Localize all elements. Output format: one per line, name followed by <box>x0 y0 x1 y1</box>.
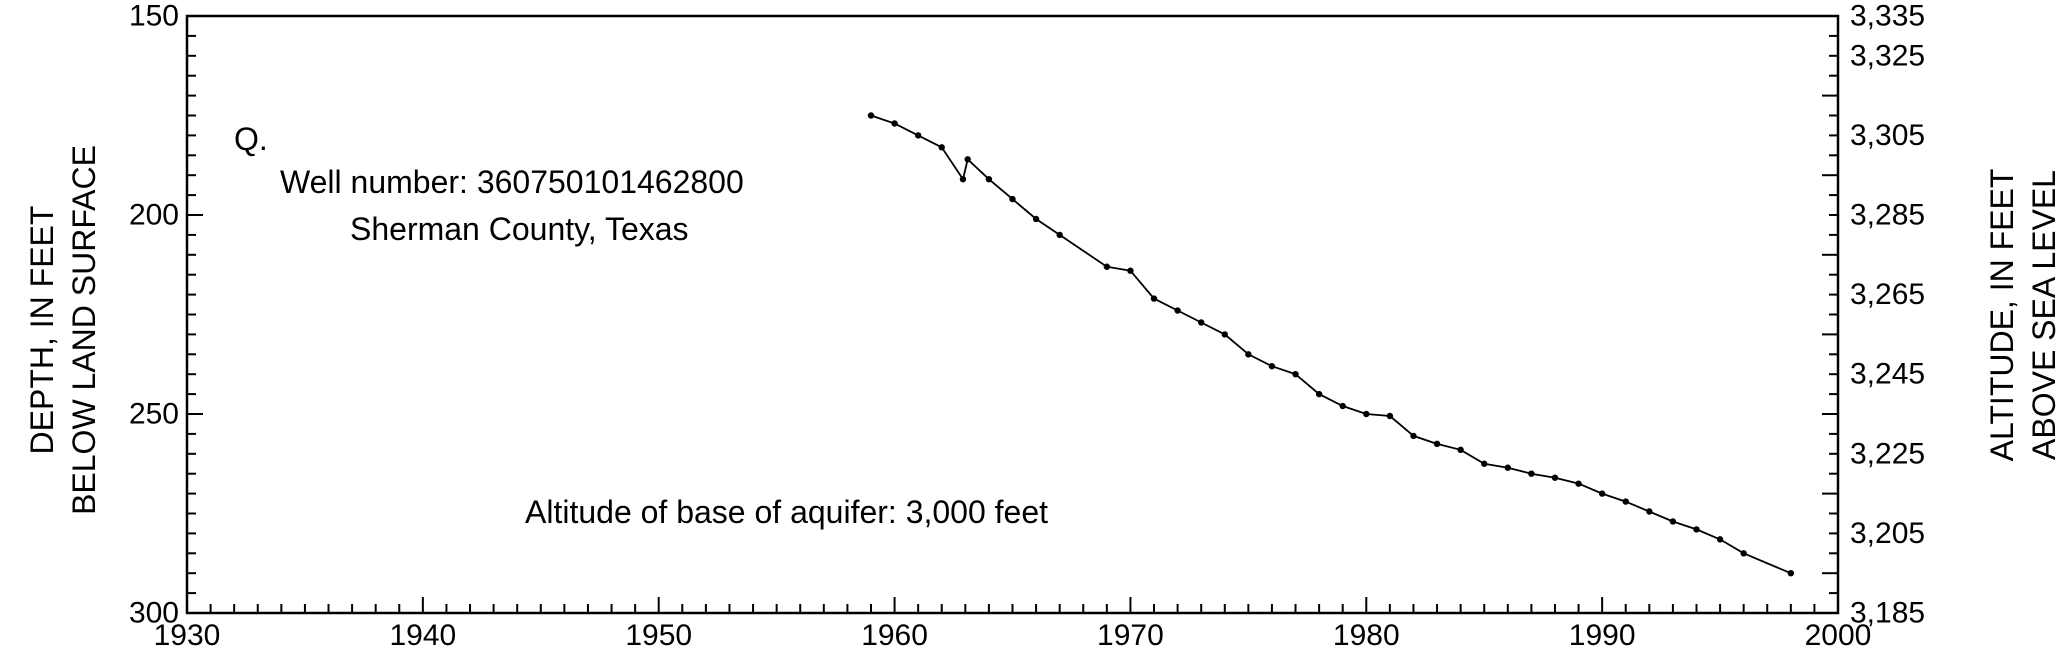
data-point <box>1646 508 1653 515</box>
x-axis-ticks: 1930 1940 1950 1960 1970 1980 1990 2000 <box>154 597 1872 652</box>
data-point <box>1504 464 1512 471</box>
x-tick-label: 1960 <box>861 619 928 652</box>
data-point <box>1457 446 1464 454</box>
data-point <box>1103 263 1111 270</box>
data-point <box>1245 351 1252 358</box>
x-tick-label: 1930 <box>154 619 221 652</box>
data-point <box>1221 331 1228 338</box>
data-point <box>1150 295 1158 302</box>
data-point <box>1716 536 1724 543</box>
panel-label: Q. <box>234 121 268 157</box>
y-right-tick-label: 3,245 <box>1850 358 1925 391</box>
well-number-annotation: Well number: 360750101462800 <box>280 164 744 200</box>
data-point <box>1575 480 1582 487</box>
y-left-axis-title-line2: BELOW LAND SURFACE <box>66 145 102 515</box>
x-tick-label: 1950 <box>625 619 692 652</box>
data-point <box>1740 550 1747 557</box>
data-point <box>1127 267 1134 274</box>
data-point <box>964 156 971 163</box>
x-tick-label: 1940 <box>389 619 456 652</box>
data-point <box>1433 440 1441 448</box>
y-right-tick-label: 3,225 <box>1850 437 1925 470</box>
data-point <box>1386 412 1394 420</box>
series-group <box>867 112 1795 577</box>
y-right-tick-label: 3,325 <box>1850 39 1925 72</box>
data-point <box>1551 474 1559 481</box>
x-tick-label: 1970 <box>1097 619 1164 652</box>
data-point <box>891 120 898 127</box>
data-point <box>938 144 945 151</box>
y-left-tick-label: 150 <box>129 0 179 33</box>
aquifer-base-annotation: Altitude of base of aquifer: 3,000 feet <box>525 494 1048 530</box>
data-point <box>1339 402 1346 410</box>
data-point <box>1197 319 1205 326</box>
x-tick-label: 2000 <box>1805 619 1872 652</box>
y-right-tick-label: 3,205 <box>1850 517 1925 550</box>
data-point <box>1009 195 1016 203</box>
y-left-tick-label: 200 <box>129 199 179 232</box>
data-point <box>1669 518 1677 525</box>
data-point <box>1622 498 1629 505</box>
data-point <box>1410 432 1417 440</box>
data-point <box>1315 390 1323 398</box>
y-right-tick-label: 3,185 <box>1850 597 1925 630</box>
data-point <box>1363 410 1370 418</box>
data-point <box>1292 371 1299 378</box>
y-right-axis-title-line1: ALTITUDE, IN FEET <box>1984 169 2020 462</box>
data-point <box>959 175 967 183</box>
y-right-axis-title: ALTITUDE, IN FEET ABOVE SEA LEVEL <box>1984 169 2062 462</box>
data-point <box>867 112 875 119</box>
y-left-axis-title: DEPTH, IN FEET BELOW LAND SURFACE <box>24 145 102 515</box>
data-point <box>1174 307 1181 314</box>
location-annotation: Sherman County, Texas <box>350 211 689 247</box>
y-right-axis-ticks: 3,335 3,325 3,305 3,285 3,265 3,245 3,225 3,205… <box>1822 0 1925 630</box>
y-left-axis-title-line1: DEPTH, IN FEET <box>24 206 60 455</box>
data-point <box>914 132 922 139</box>
y-right-axis-title-line2: ABOVE SEA LEVEL <box>2026 170 2062 460</box>
y-right-tick-label: 3,305 <box>1850 119 1925 152</box>
y-left-axis-ticks: 150 200 250 300 <box>129 0 203 630</box>
data-point <box>1787 570 1795 577</box>
x-tick-label: 1980 <box>1333 619 1400 652</box>
data-point <box>1528 470 1535 477</box>
data-point <box>1268 363 1276 370</box>
y-right-tick-label: 3,265 <box>1850 278 1925 311</box>
data-point <box>1481 460 1488 467</box>
data-point <box>1693 526 1700 533</box>
y-right-tick-label: 3,335 <box>1850 0 1925 33</box>
data-point <box>1598 490 1606 497</box>
x-tick-label: 1990 <box>1569 619 1636 652</box>
y-left-tick-label: 250 <box>129 398 179 431</box>
data-point <box>1032 215 1040 223</box>
y-left-tick-label: 300 <box>129 597 179 630</box>
data-point <box>1056 231 1063 239</box>
y-right-tick-label: 3,285 <box>1850 199 1925 232</box>
data-point <box>985 175 993 183</box>
